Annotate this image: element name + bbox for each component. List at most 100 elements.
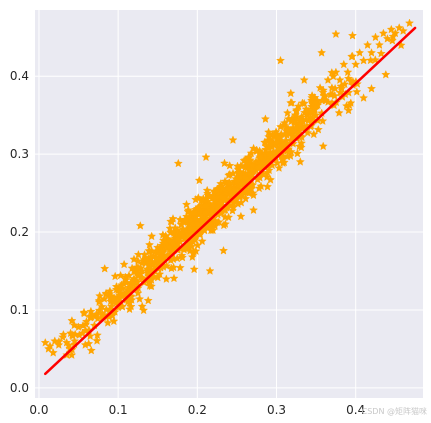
data-point — [196, 196, 206, 205]
data-point — [187, 241, 197, 251]
data-point — [254, 183, 264, 193]
data-point — [378, 28, 388, 38]
data-point — [92, 336, 102, 345]
x-tick-label: 0.4 — [346, 403, 365, 417]
data-point — [97, 309, 107, 318]
data-point — [141, 254, 151, 264]
data-point — [296, 142, 306, 152]
data-point — [86, 345, 96, 355]
data-point — [181, 215, 190, 225]
data-point — [390, 28, 400, 38]
data-point — [129, 266, 139, 275]
data-point — [375, 40, 384, 49]
data-point — [212, 184, 222, 194]
data-point — [335, 75, 345, 84]
data-point — [296, 119, 306, 129]
data-point — [50, 336, 60, 345]
data-point — [339, 59, 349, 69]
data-point — [292, 148, 302, 158]
data-point — [40, 337, 50, 347]
data-point — [317, 48, 327, 57]
data-point — [405, 18, 414, 28]
data-point — [113, 285, 123, 295]
data-point — [182, 199, 191, 209]
data-point — [272, 158, 282, 167]
data-point — [232, 176, 242, 186]
data-point — [327, 83, 337, 92]
data-point — [264, 143, 274, 152]
data-point — [295, 157, 305, 166]
data-point — [351, 59, 361, 69]
data-point — [311, 98, 321, 108]
data-point — [355, 48, 365, 57]
data-point — [177, 252, 187, 262]
data-point — [169, 227, 179, 236]
data-point — [286, 98, 296, 107]
y-tick-label: 0.4 — [10, 69, 29, 83]
data-point — [280, 120, 289, 130]
data-point — [272, 137, 281, 147]
data-point — [299, 75, 309, 84]
data-point — [135, 221, 145, 230]
data-point — [264, 149, 274, 158]
data-point — [165, 223, 175, 233]
y-tick-label: 0.1 — [10, 303, 29, 317]
data-point — [217, 183, 227, 193]
y-tick-label: 0.3 — [10, 147, 29, 161]
data-point — [352, 87, 362, 96]
data-point — [208, 225, 218, 235]
data-point — [303, 106, 313, 116]
data-point — [99, 294, 109, 303]
data-point — [359, 55, 369, 65]
data-point — [236, 211, 246, 221]
data-point — [202, 185, 212, 195]
data-point — [334, 108, 344, 117]
data-point — [201, 152, 211, 162]
data-point — [216, 192, 226, 201]
data-point — [172, 253, 182, 263]
data-point — [252, 145, 262, 155]
data-point — [48, 348, 58, 357]
data-point — [260, 137, 270, 147]
data-point — [220, 158, 229, 168]
fit-line — [44, 26, 417, 376]
data-point — [386, 24, 396, 34]
data-point — [135, 294, 145, 303]
data-point — [328, 71, 338, 81]
data-point — [331, 29, 341, 39]
y-axis-ticks: 0.0 0.1 0.2 0.3 0.4 — [10, 69, 29, 395]
data-point — [224, 212, 234, 222]
data-point — [309, 129, 319, 139]
data-point — [233, 199, 243, 208]
data-point — [62, 337, 72, 347]
data-point — [268, 130, 277, 139]
data-point — [173, 235, 182, 244]
data-point — [169, 273, 179, 283]
data-point — [70, 336, 80, 345]
data-point — [110, 271, 120, 281]
data-point — [145, 258, 155, 268]
data-point — [279, 129, 289, 139]
data-point — [200, 207, 210, 217]
data-point — [173, 158, 183, 168]
x-axis-ticks: 0.0 0.1 0.2 0.3 0.4 — [29, 403, 365, 417]
data-point — [398, 26, 408, 35]
data-point — [147, 231, 157, 241]
data-point — [192, 219, 202, 229]
data-point — [120, 272, 130, 282]
data-point — [366, 55, 376, 65]
data-point — [260, 114, 270, 123]
data-point — [337, 83, 347, 93]
data-point — [323, 75, 333, 84]
data-point — [79, 307, 89, 317]
data-point — [169, 262, 179, 272]
data-point — [119, 259, 129, 269]
data-point — [67, 316, 77, 325]
data-point — [192, 203, 202, 213]
data-point — [228, 168, 238, 178]
data-point — [204, 192, 214, 201]
x-tick-label: 0.1 — [109, 403, 128, 417]
data-point — [133, 288, 143, 298]
data-point — [367, 48, 376, 57]
